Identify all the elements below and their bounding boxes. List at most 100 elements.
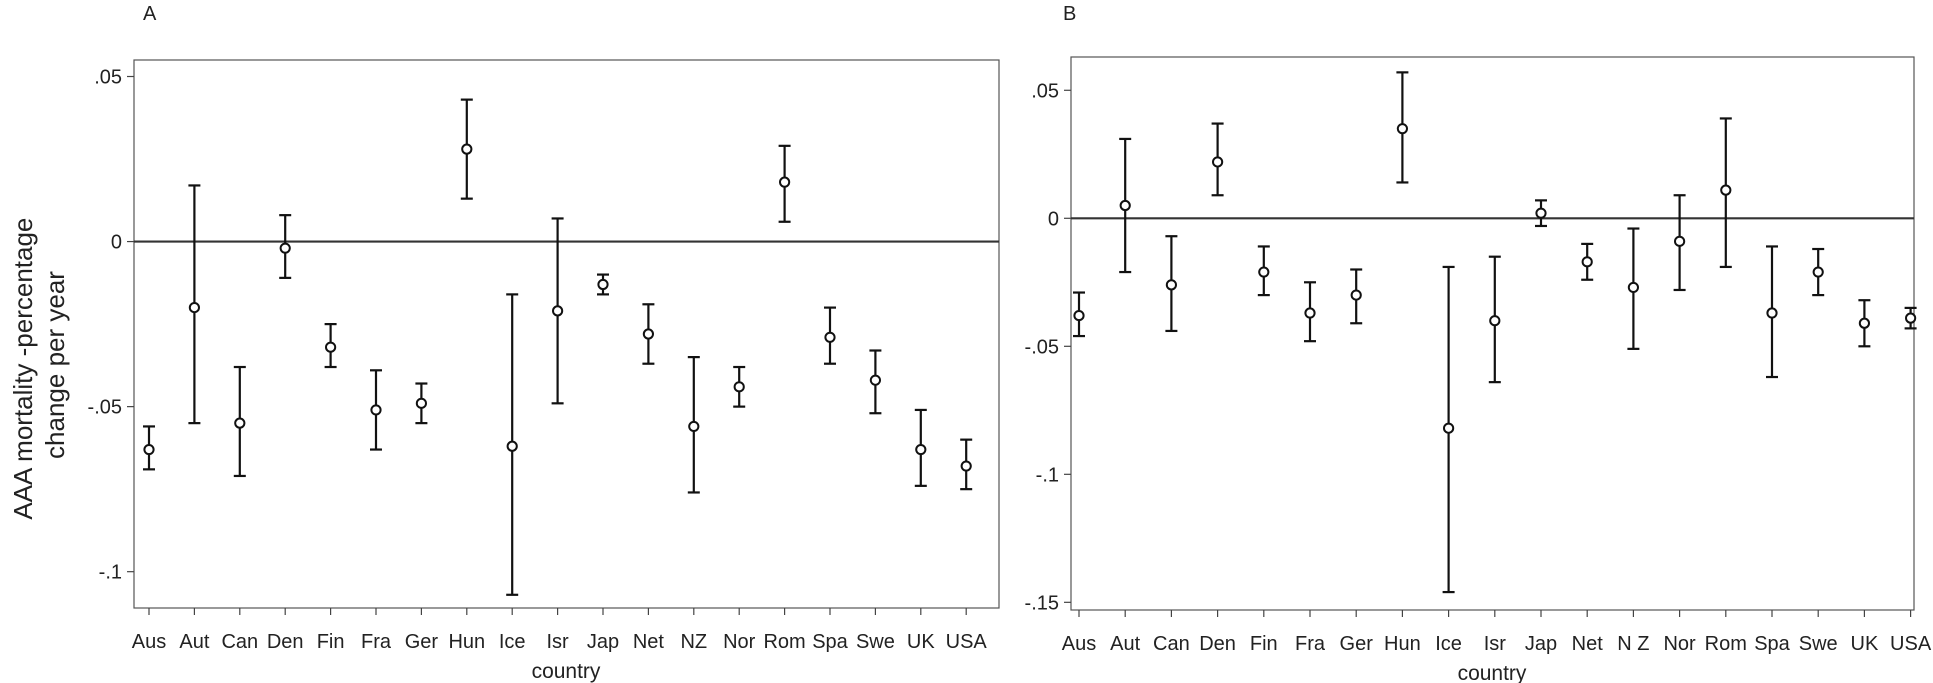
panel-a-y-tick-label: -.1 — [99, 562, 122, 584]
panel-a-data-marks — [134, 98, 999, 596]
panel-a-x-tick-label: Fin — [317, 631, 345, 653]
panel-b-error-bar-jap — [1535, 199, 1547, 228]
y-axis-title-line-1: AAA mortality -percentage — [8, 218, 38, 520]
panel-a-error-bar-jap — [597, 273, 609, 296]
panel-a-error-bar-rom — [778, 144, 791, 223]
panel-a-error-bar-swe — [869, 349, 882, 415]
panel-a-y-axis: .05 0 -.05 -.1 — [88, 67, 134, 584]
panel-a-x-tick-label: Isr — [546, 631, 569, 653]
panel-a-error-bar-nor — [733, 365, 746, 408]
panel-b-error-bar-can — [1165, 235, 1178, 333]
panel-b-point-uk — [1858, 317, 1871, 329]
panel-b-error-bar-rom — [1719, 117, 1732, 269]
panel-b-x-axis-title: country — [1458, 662, 1527, 683]
panel-a-error-bar-isr — [551, 217, 564, 405]
panel-b-point-nor — [1674, 235, 1686, 247]
panel-b-error-bar-nor — [1673, 194, 1686, 292]
panel-a-x-tick-label: Ice — [499, 631, 526, 653]
panel-a-x-tick-label: NZ — [680, 631, 707, 653]
panel-b-data-marks — [1071, 71, 1917, 594]
panel-b-point-hun — [1396, 123, 1409, 135]
panel-a-error-bar-uk — [914, 408, 927, 487]
panel-a-x-tick-label: Den — [267, 631, 304, 653]
panel-b-error-bar-nz — [1627, 227, 1640, 350]
panel-b-error-bar-usa — [1904, 306, 1917, 330]
panel-a: A .05 0 -.05 -.1 Aus Aut Can Den Fin Fra Ger Hun Ic… — [8, 3, 1000, 683]
panel-a-point-fin — [325, 341, 337, 353]
panel-b-point-net — [1581, 256, 1593, 268]
panel-a-point-ger — [415, 397, 427, 409]
panel-b-x-tick-label: Jap — [1525, 633, 1557, 655]
panel-a-error-bar-den — [279, 214, 292, 279]
panel-a-x-tick-label: Aut — [179, 631, 209, 653]
panel-b-point-aut — [1119, 199, 1131, 212]
panel-b-error-bar-aut — [1119, 137, 1132, 274]
panel-a-point-ice — [506, 440, 518, 452]
panel-b-point-can — [1165, 279, 1178, 291]
panel-b-point-nz — [1627, 281, 1640, 294]
panel-b-error-bar-ger — [1350, 268, 1363, 325]
panel-b-x-tick-label: Ice — [1435, 633, 1462, 655]
panel-b-point-swe — [1812, 266, 1824, 278]
panel-b-point-fin — [1258, 266, 1270, 278]
panel-a-x-tick-label: Fra — [361, 631, 392, 653]
panel-a-plot-frame — [133, 59, 1000, 609]
panel-a-point-jap — [597, 278, 609, 291]
panel-b-x-tick-label: Nor — [1663, 633, 1696, 655]
panel-b-plot-frame — [1070, 56, 1915, 611]
panel-b-point-spa — [1766, 307, 1778, 319]
panel-a-error-bar-nz — [687, 356, 700, 494]
panel-a-point-net — [642, 328, 655, 340]
panel-b-point-ice — [1443, 422, 1455, 434]
panel-a-error-bar-hun — [460, 98, 473, 200]
panel-b-x-tick-label: Swe — [1799, 633, 1838, 655]
panel-b-error-bar-swe — [1812, 247, 1825, 297]
panel-b-y-tick-label: 0 — [1048, 208, 1059, 230]
panel-b-x-tick-label: Ger — [1340, 633, 1374, 655]
panel-b-error-bar-hun — [1396, 71, 1409, 184]
panel-b-error-bar-isr — [1488, 255, 1501, 384]
panel-b-error-bar-uk — [1858, 299, 1871, 348]
panel-b-y-axis: .05 0 -.05 -.1 -.15 — [1025, 80, 1071, 614]
panel-b-point-ger — [1350, 289, 1362, 301]
panel-a-x-tick-label: UK — [907, 631, 935, 653]
panel-a-label: A — [143, 3, 157, 25]
panel-a-x-tick-label: Rom — [763, 631, 805, 653]
panel-b-x-tick-label: Fin — [1250, 633, 1278, 655]
panel-a-x-tick-label: Ger — [405, 631, 439, 653]
panel-a-x-axis: Aus Aut Can Den Fin Fra Ger Hun Ice Isr Jap Net NZ No… — [132, 608, 987, 653]
panel-a-point-den — [279, 242, 291, 254]
panel-a-point-spa — [824, 331, 836, 343]
panel-b-y-tick-label: -.15 — [1025, 592, 1059, 614]
panel-a-x-tick-label: Can — [221, 631, 258, 653]
panel-a-point-rom — [779, 176, 791, 188]
panel-b-error-bar-ice — [1442, 265, 1455, 594]
panel-b-error-bar-den — [1211, 122, 1224, 197]
panel-b-point-isr — [1489, 315, 1501, 327]
panel-a-error-bar-can — [233, 365, 246, 478]
panel-b-point-fra — [1304, 307, 1316, 319]
panel-a-point-usa — [960, 460, 972, 472]
panel-b-x-tick-label: Net — [1572, 633, 1604, 655]
panel-b-x-tick-label: Fra — [1295, 633, 1326, 655]
panel-a-point-nor — [733, 381, 745, 393]
panel-a-point-isr — [552, 305, 564, 317]
panel-a-point-can — [234, 417, 246, 429]
panel-b-x-tick-label: Den — [1199, 633, 1236, 655]
panel-a-point-aus — [143, 443, 155, 456]
panel-b-point-aus — [1073, 309, 1085, 322]
panel-a-error-bar-usa — [960, 438, 973, 491]
panel-a-y-axis-title: AAA mortality -percentage change per yea… — [8, 210, 70, 519]
panel-a-x-tick-label: Nor — [723, 631, 756, 653]
panel-a-error-bar-net — [642, 303, 655, 365]
panel-b-x-tick-label: Hun — [1384, 633, 1421, 655]
panel-b-error-bar-fin — [1257, 245, 1270, 297]
panel-b-error-bar-aus — [1073, 291, 1085, 338]
panel-b-x-tick-label: Can — [1153, 633, 1190, 655]
panel-b-error-bar-fra — [1304, 281, 1316, 343]
panel-b-x-tick-label: UK — [1851, 633, 1879, 655]
panel-a-x-axis-title: country — [532, 660, 601, 683]
panel-a-point-uk — [915, 443, 927, 456]
panel-b-point-den — [1212, 156, 1224, 168]
